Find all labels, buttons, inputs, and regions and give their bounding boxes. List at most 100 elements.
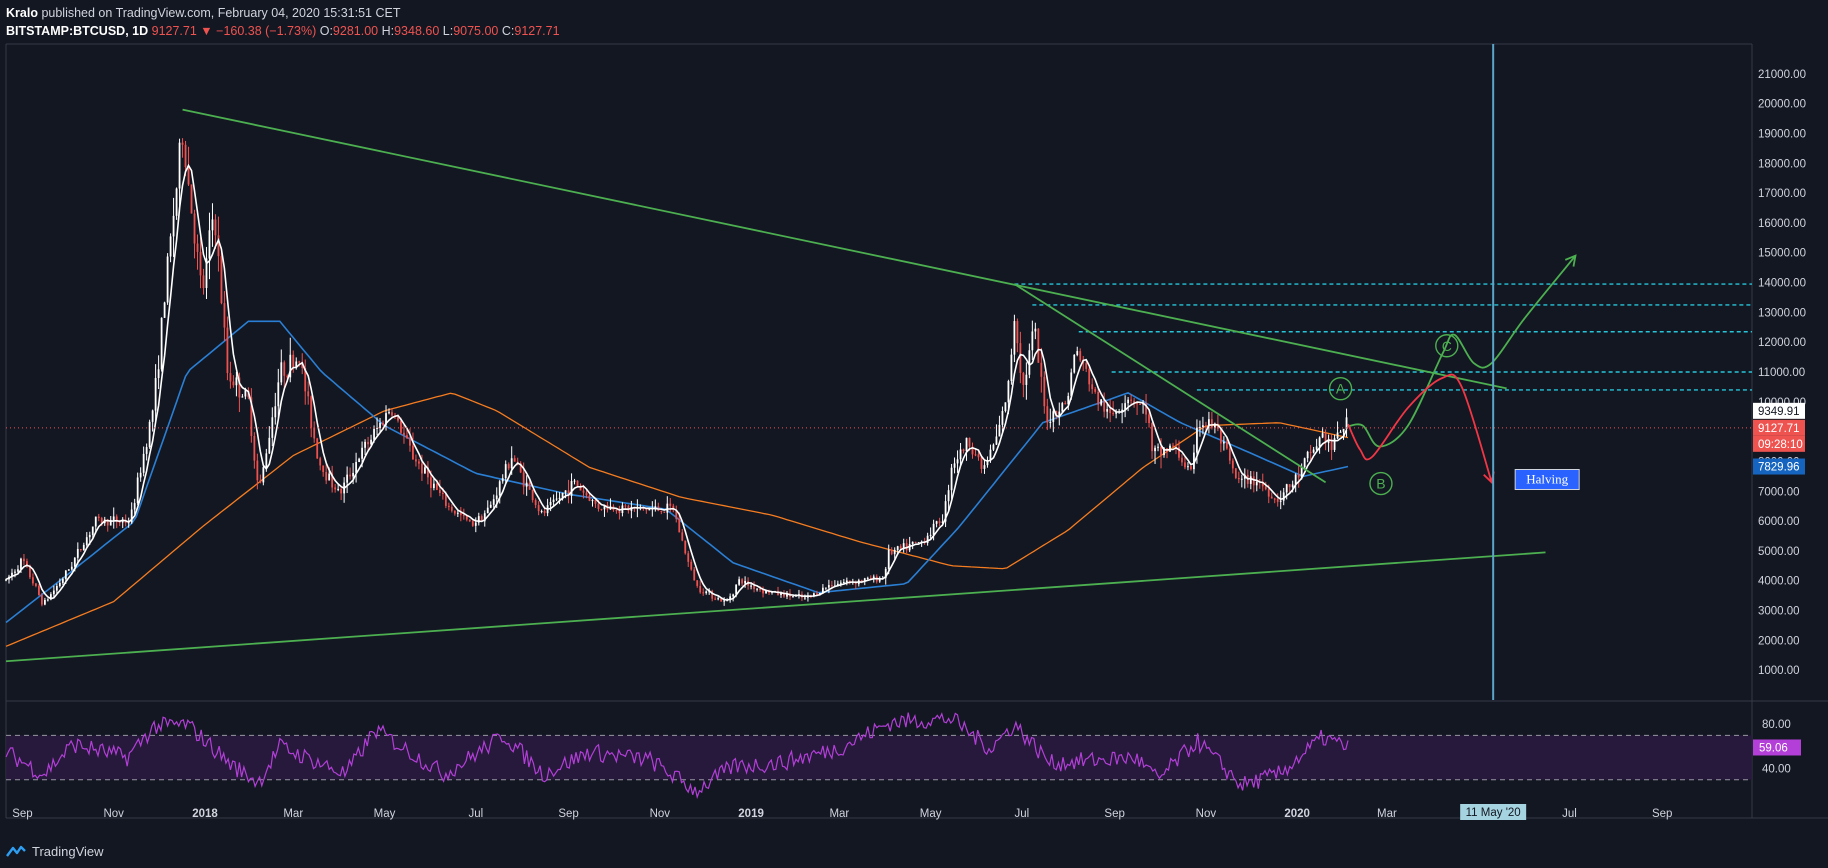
candle[interactable] xyxy=(1091,378,1094,394)
candle[interactable] xyxy=(1184,455,1186,470)
candle[interactable] xyxy=(376,417,378,436)
candle[interactable] xyxy=(498,479,501,504)
candle[interactable] xyxy=(58,578,61,588)
candle[interactable] xyxy=(121,517,124,529)
countdown-badge[interactable]: 09:28:10 xyxy=(1753,435,1805,452)
candle[interactable] xyxy=(44,597,46,606)
candle[interactable] xyxy=(600,508,603,511)
candle[interactable] xyxy=(1100,398,1103,407)
candle[interactable] xyxy=(1187,462,1189,471)
candle[interactable] xyxy=(196,234,199,270)
candle[interactable] xyxy=(1318,436,1321,454)
candle[interactable] xyxy=(887,544,890,575)
candle[interactable] xyxy=(690,559,693,571)
candle[interactable] xyxy=(409,428,411,452)
candle[interactable] xyxy=(418,458,420,470)
bullish-projection-path[interactable] xyxy=(1347,255,1577,448)
candle[interactable] xyxy=(938,517,941,527)
candle[interactable] xyxy=(202,268,205,295)
candle[interactable] xyxy=(588,493,591,502)
candle[interactable] xyxy=(1231,458,1234,474)
candle[interactable] xyxy=(687,550,690,567)
candle[interactable] xyxy=(262,466,265,486)
candle[interactable] xyxy=(1297,465,1300,488)
candle[interactable] xyxy=(23,554,25,566)
candle[interactable] xyxy=(594,498,597,508)
candle[interactable] xyxy=(1109,399,1112,423)
candle[interactable] xyxy=(447,502,450,511)
candle[interactable] xyxy=(929,527,932,540)
candle[interactable] xyxy=(471,519,474,527)
candle[interactable] xyxy=(1028,343,1031,379)
candle[interactable] xyxy=(1157,443,1159,452)
candle[interactable] xyxy=(1315,438,1318,451)
candle[interactable] xyxy=(1148,410,1150,428)
candle[interactable] xyxy=(489,501,492,509)
candle[interactable] xyxy=(199,237,202,289)
candle[interactable] xyxy=(292,350,295,373)
candle[interactable] xyxy=(85,532,88,547)
tradingview-brand[interactable]: TradingView xyxy=(32,843,104,859)
candle[interactable] xyxy=(1222,436,1225,451)
candle[interactable] xyxy=(1010,348,1013,385)
candle[interactable] xyxy=(1016,318,1019,353)
candle[interactable] xyxy=(1103,392,1106,418)
candle[interactable] xyxy=(322,465,325,477)
candle[interactable] xyxy=(76,542,79,565)
candle[interactable] xyxy=(902,538,905,553)
candle[interactable] xyxy=(220,247,223,305)
candle[interactable] xyxy=(1258,478,1261,489)
candle[interactable] xyxy=(552,494,555,506)
candle[interactable] xyxy=(684,540,687,555)
candle[interactable] xyxy=(741,578,744,587)
candle[interactable] xyxy=(403,424,405,444)
candle[interactable] xyxy=(738,576,741,586)
candle[interactable] xyxy=(1321,426,1324,439)
lower-support-trendline[interactable] xyxy=(5,551,1546,663)
candle[interactable] xyxy=(349,467,352,480)
candle[interactable] xyxy=(917,542,920,544)
candle[interactable] xyxy=(367,436,369,452)
candle[interactable] xyxy=(977,450,980,461)
candle[interactable] xyxy=(217,216,220,272)
candle[interactable] xyxy=(492,494,495,509)
candle[interactable] xyxy=(337,484,340,492)
candle[interactable] xyxy=(412,432,414,460)
candle[interactable] xyxy=(26,558,28,568)
candle[interactable] xyxy=(382,420,384,427)
candle[interactable] xyxy=(208,212,211,280)
candle[interactable] xyxy=(406,428,408,440)
current-price-badge[interactable]: 9127.71 xyxy=(1753,419,1805,436)
candle[interactable] xyxy=(1040,347,1043,393)
candle[interactable] xyxy=(355,452,357,483)
candle[interactable] xyxy=(615,509,618,514)
wave-label-a[interactable]: A xyxy=(1328,376,1353,401)
candle[interactable] xyxy=(1022,371,1025,398)
candles[interactable] xyxy=(5,138,1348,607)
candle[interactable] xyxy=(992,443,995,452)
candle[interactable] xyxy=(974,449,977,457)
candle[interactable] xyxy=(169,233,172,263)
candle[interactable] xyxy=(519,461,522,474)
candle[interactable] xyxy=(268,426,271,455)
candle[interactable] xyxy=(235,371,238,397)
candle[interactable] xyxy=(570,473,573,504)
candle[interactable] xyxy=(681,529,684,542)
candle[interactable] xyxy=(1333,434,1336,452)
candle[interactable] xyxy=(313,421,316,443)
candle[interactable] xyxy=(340,487,343,501)
candle[interactable] xyxy=(1130,394,1132,405)
candle[interactable] xyxy=(151,409,154,432)
candle[interactable] xyxy=(1037,328,1040,363)
candle[interactable] xyxy=(558,492,561,505)
candle[interactable] xyxy=(450,504,453,513)
candle[interactable] xyxy=(1324,429,1327,451)
candle[interactable] xyxy=(1106,402,1109,419)
candle[interactable] xyxy=(1303,457,1306,469)
candle[interactable] xyxy=(1121,403,1124,424)
candle[interactable] xyxy=(603,504,606,517)
candle[interactable] xyxy=(845,577,848,586)
candle[interactable] xyxy=(474,517,477,533)
candle[interactable] xyxy=(415,454,417,467)
candle[interactable] xyxy=(1172,442,1174,447)
